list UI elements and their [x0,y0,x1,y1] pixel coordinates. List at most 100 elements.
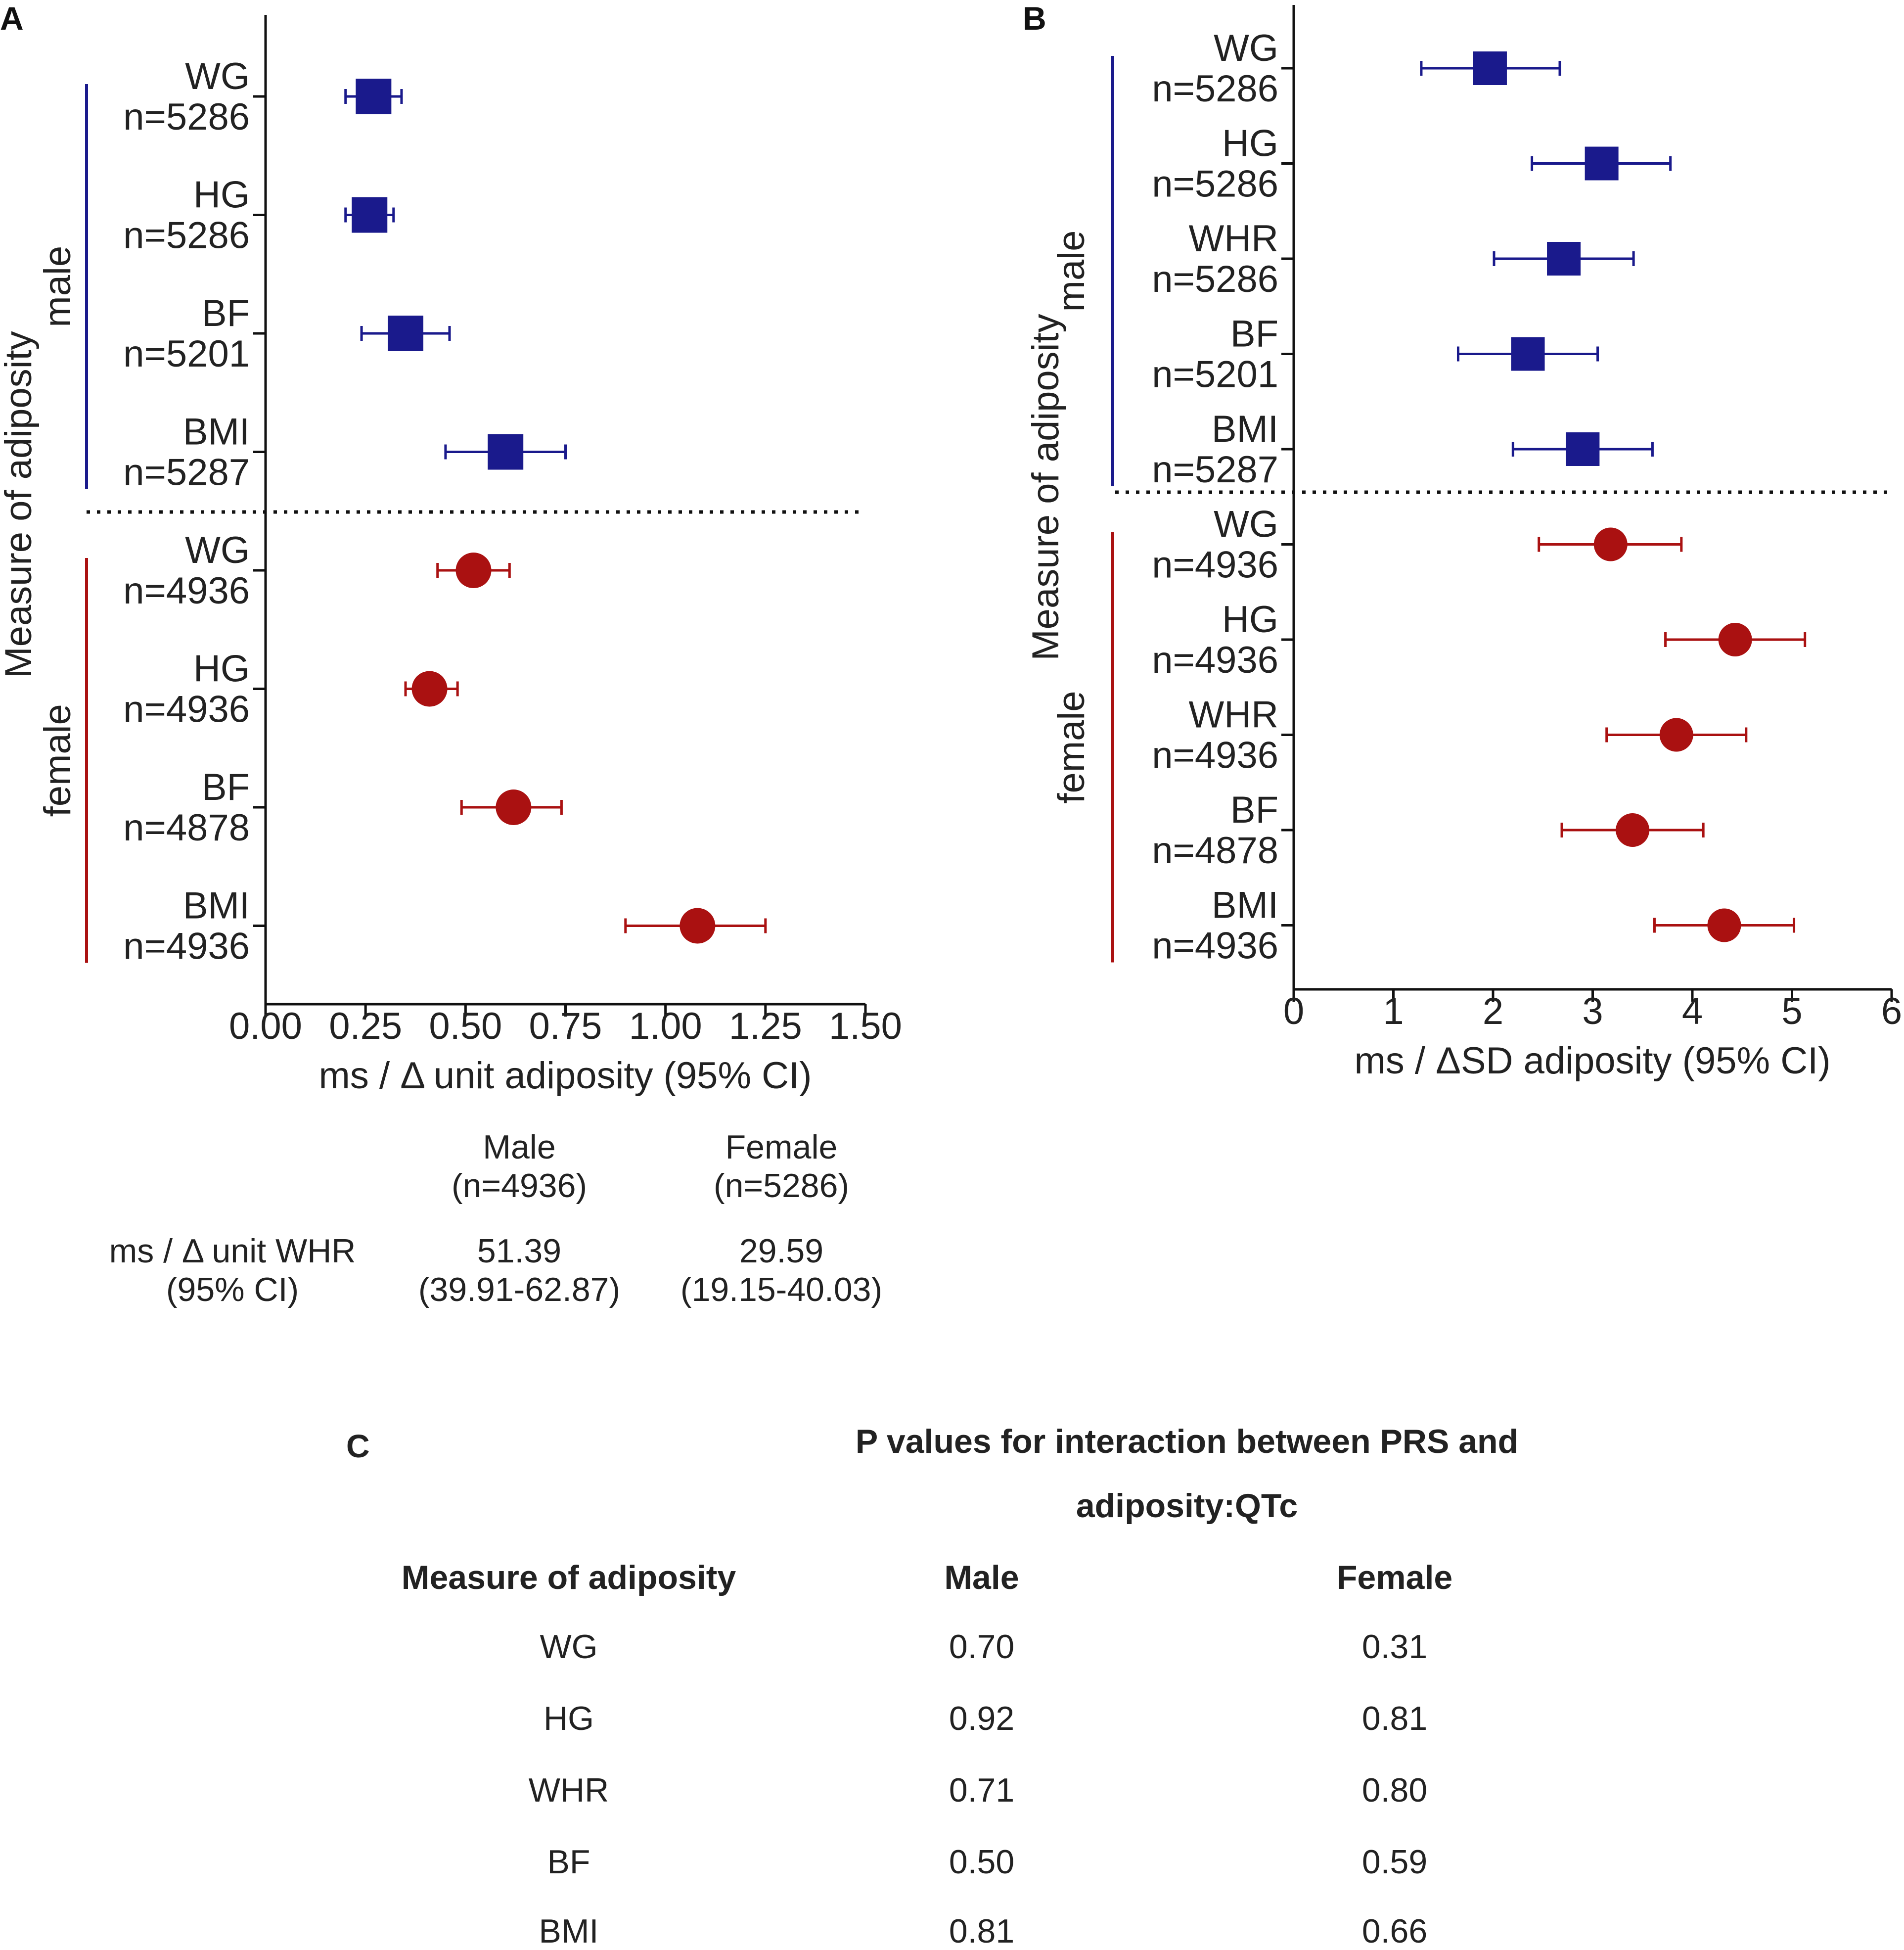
row-n-label: n=4936 [1152,639,1278,681]
table-cell-female: 0.59 [1361,1843,1428,1881]
row-measure-label: BF [1230,313,1278,355]
row-measure-label: WG [185,55,250,97]
row-measure-label: BF [1230,789,1278,831]
x-tick-label: 4 [1682,990,1703,1032]
y-axis-title: Measure of adiposity [1025,314,1067,660]
whr-row-label-line2: (95% CI) [166,1271,299,1308]
estimate-marker [1585,146,1619,181]
whr-value-female-line1: 29.59 [739,1232,824,1270]
y-axis-title: Measure of adiposity [0,331,40,678]
table-cell-male: 0.71 [949,1771,1015,1809]
row-measure-label: WG [1214,27,1278,69]
table-cell-male: 0.70 [949,1628,1015,1666]
x-tick-label: 0 [1283,990,1304,1032]
row-measure-label: BMI [183,885,250,927]
row-n-label: n=4936 [123,689,250,731]
row-measure-label: BF [202,292,250,334]
row-n-label: n=5201 [123,333,250,375]
estimate-marker [1547,242,1581,276]
x-tick-label: 2 [1483,990,1503,1032]
row-measure-label: HG [193,174,250,216]
table-row: BF 0.50 0.59 [0,1843,1904,1892]
row-measure-label: BMI [1212,408,1278,450]
estimate-marker [496,789,532,825]
table-cell-female: 0.66 [1361,1912,1428,1950]
x-tick-label: 1.50 [829,1005,902,1047]
whr-value-male-line2: (39.91-62.87) [418,1271,621,1308]
whr-header-female-line1: Female [725,1128,838,1166]
whr-header-female-line2: (n=5286) [713,1167,850,1205]
x-axis-title: ms / Δ unit adiposity (95% CI) [319,1055,812,1097]
table-cell-measure: BMI [539,1912,599,1950]
estimate-marker [388,316,424,351]
whr-value-male: 51.39 (39.91-62.87) [391,1232,648,1309]
row-n-label: n=5286 [123,96,250,138]
estimate-marker [1659,718,1693,752]
table-cell-male: 0.50 [949,1843,1015,1881]
table-cell-male: 0.92 [949,1700,1015,1737]
row-n-label: n=4936 [1152,544,1278,586]
estimate-marker [1473,51,1507,85]
whr-value-female-line2: (19.15-40.03) [680,1271,883,1308]
x-tick-label: 0.50 [429,1005,502,1047]
table-cell-measure: WG [540,1628,598,1666]
estimate-marker [1566,432,1600,466]
row-measure-label: BMI [183,411,250,453]
group-label-female: female [37,704,79,817]
row-n-label: n=5287 [123,452,250,494]
table-row: WHR 0.71 0.80 [0,1771,1904,1820]
whr-row-label-line1: ms / Δ unit WHR [109,1232,356,1270]
x-tick-label: 0.00 [229,1005,302,1047]
panel-a-label: A [0,0,24,37]
table-cell-measure: BF [547,1843,590,1881]
estimate-marker [352,197,388,233]
table-cell-measure: WHR [528,1771,609,1809]
x-tick-label: 3 [1582,990,1603,1032]
estimate-marker [356,79,392,114]
table-row: BMI 0.81 0.66 [0,1912,1904,1950]
table-c-header-male: Male [944,1559,1019,1596]
row-measure-label: BMI [1212,884,1278,927]
table-c-title-line1: P values for interaction between PRS and [855,1423,1519,1460]
group-label-female: female [1050,691,1092,803]
row-measure-label: HG [1222,599,1278,641]
table-cell-female: 0.81 [1361,1700,1428,1737]
whr-header-male: Male (n=4936) [396,1128,643,1205]
whr-value-female: 29.59 (19.15-40.03) [653,1232,910,1309]
table-c-title-line2: adiposity:QTc [1076,1487,1298,1525]
estimate-marker [411,671,448,707]
table-c-header-measure: Measure of adiposity [401,1559,736,1596]
estimate-marker [488,434,524,470]
row-measure-label: WHR [1188,218,1278,260]
forest-plot-b: 0 1 2 3 4 5 6 ms / ΔSD adiposity (95% CI) Measur… [1025,5,1902,1082]
x-tick-label: 5 [1781,990,1802,1032]
group-label-male: male [37,246,79,327]
table-cell-female: 0.80 [1361,1771,1428,1809]
table-cell-measure: HG [544,1700,594,1737]
row-n-label: n=4878 [1152,830,1278,872]
panel-c-label: C [346,1428,370,1464]
whr-header-male-line1: Male [483,1128,556,1166]
group-label-male: male [1050,231,1092,312]
estimate-marker [1707,908,1741,942]
panel-b-label: B [1023,0,1046,37]
row-n-label: n=5286 [1152,258,1278,300]
row-n-label: n=5286 [123,215,250,257]
whr-header-female: Female (n=5286) [658,1128,905,1205]
x-axis-title: ms / ΔSD adiposity (95% CI) [1354,1040,1830,1082]
x-tick-label: 6 [1881,990,1902,1032]
table-row: WG 0.70 0.31 [0,1627,1904,1677]
row-n-label: n=4936 [123,926,250,968]
row-n-label: n=4878 [123,807,250,849]
whr-value-male-line1: 51.39 [477,1232,562,1270]
row-n-label: n=4936 [1152,735,1278,777]
row-measure-label: WG [1214,504,1278,546]
row-measure-label: WHR [1188,694,1278,736]
whr-header-male-line2: (n=4936) [451,1167,588,1205]
estimate-marker [680,908,716,944]
table-row: HG 0.92 0.81 [0,1699,1904,1749]
table-cell-female: 0.31 [1361,1628,1428,1666]
row-n-label: n=5286 [1152,68,1278,110]
x-tick-label: 0.75 [529,1005,602,1047]
